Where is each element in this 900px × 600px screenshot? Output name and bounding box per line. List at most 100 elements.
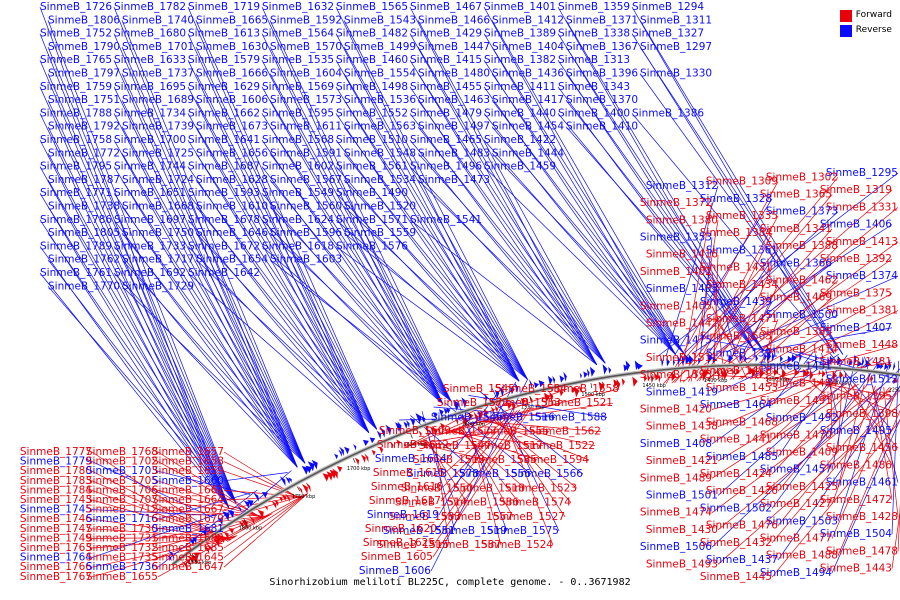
reverse-feature — [376, 430, 381, 440]
gene-label-forward: SinmeB_1413 — [826, 236, 898, 248]
gene-label-reverse: SinmeB_1619 — [367, 509, 439, 521]
forward-feature — [749, 368, 754, 375]
gene-label-reverse: SinmeB_1629 — [188, 81, 260, 93]
reverse-feature — [167, 550, 175, 559]
leader-line — [121, 206, 306, 464]
leader-line — [434, 407, 529, 544]
reverse-feature — [602, 364, 608, 375]
gene-label-forward: SinmeB_1731 — [86, 532, 158, 544]
leader-line — [711, 353, 839, 445]
leader-line — [47, 153, 237, 504]
gene-label-reverse: SinmeB_1400 — [558, 107, 630, 119]
reverse-feature — [589, 366, 596, 377]
reverse-feature — [499, 386, 504, 397]
reverse-feature — [191, 537, 197, 544]
leader-line — [157, 514, 270, 539]
leader-line — [223, 493, 308, 568]
gene-label-reverse: SinmeB_1497 — [418, 121, 490, 133]
leader-line — [223, 472, 288, 482]
gene-label-forward: SinmeB_1584 — [495, 383, 567, 395]
leader-line — [690, 220, 719, 382]
forward-feature — [203, 545, 210, 554]
leader-line — [269, 232, 452, 402]
leader-line — [335, 219, 520, 382]
gene-label-reverse: SinmeB_1591 — [270, 147, 342, 159]
reverse-feature — [201, 530, 207, 537]
reverse-feature — [744, 355, 747, 363]
gene-label-forward: SinmeB_1682 — [152, 532, 224, 544]
leader-line — [717, 403, 900, 565]
gene-label-reverse: SinmeB_1295 — [826, 167, 898, 179]
reverse-feature — [217, 517, 223, 526]
gene-label-reverse: SinmeB_1483 — [418, 147, 490, 159]
leader-line — [491, 99, 685, 355]
forward-feature — [206, 543, 213, 553]
gene-label-forward: SinmeB_1768 — [86, 446, 158, 458]
leader-line — [195, 206, 377, 430]
forward-feature — [455, 417, 459, 425]
leader-line — [688, 215, 779, 382]
gene-label-forward: SinmeB_1434 — [706, 279, 778, 291]
forward-feature — [643, 375, 648, 382]
gene-label-reverse: SinmeB_1726 — [40, 1, 112, 13]
legend-reverse: Reverse — [839, 23, 892, 38]
forward-feature — [282, 495, 287, 501]
gene-label-reverse: SinmeB_1630 — [196, 41, 268, 53]
gene-label-reverse: SinmeB_1520 — [344, 201, 416, 213]
gene-label-reverse: SinmeB_1717 — [122, 254, 194, 266]
gene-label-forward: SinmeB_1664 — [152, 494, 224, 506]
gene-label-reverse: SinmeB_1729 — [122, 280, 194, 292]
gene-label-reverse: SinmeB_1697 — [114, 214, 186, 226]
leader-line — [717, 263, 833, 353]
gene-label-reverse: SinmeB_1695 — [114, 81, 186, 93]
forward-feature — [721, 368, 724, 379]
gene-label-forward: SinmeB_1478 — [826, 545, 898, 557]
gene-label-reverse: SinmeB_1761 — [40, 267, 112, 279]
forward-feature — [839, 371, 844, 379]
genome-backbone — [171, 362, 900, 566]
tick-label: 1300 kbp — [827, 380, 851, 386]
reverse-feature — [538, 380, 545, 388]
reverse-feature — [583, 371, 588, 378]
leader-line — [665, 185, 719, 356]
gene-label-reverse: SinmeB_1604 — [270, 68, 342, 80]
reverse-feature — [677, 354, 681, 366]
feature-arrows — [167, 350, 898, 570]
reverse-feature — [685, 354, 691, 365]
reverse-feature — [369, 437, 376, 444]
forward-feature — [671, 372, 677, 382]
reverse-feature — [865, 359, 871, 368]
forward-feature — [736, 368, 741, 375]
gene-label-forward: SinmeB_1616 — [371, 481, 443, 493]
gene-label-forward: SinmeB_1605 — [361, 551, 433, 563]
leader-line — [462, 426, 514, 517]
leader-line — [417, 179, 606, 364]
gene-label-forward: SinmeB_1416 — [646, 249, 718, 261]
gene-label-reverse: SinmeB_1498 — [336, 81, 408, 93]
reverse-feature — [406, 420, 410, 428]
leader-line — [417, 99, 606, 364]
forward-feature — [490, 406, 495, 414]
forward-feature — [477, 410, 483, 421]
gene-label-reverse: SinmeB_1692 — [114, 267, 186, 279]
forward-feature — [578, 385, 582, 393]
gene-label-forward: SinmeB_1766 — [20, 561, 92, 573]
gene-label-forward: SinmeB_1418 — [700, 365, 772, 377]
leader-line — [195, 179, 377, 430]
reverse-feature — [227, 509, 235, 518]
forward-feature — [695, 370, 698, 380]
gene-label-reverse: SinmeB_1561 — [336, 161, 408, 173]
gene-label-forward: SinmeB_1381 — [826, 305, 898, 317]
leader-line — [343, 20, 528, 380]
leader-line — [47, 46, 237, 504]
gene-label-reverse: SinmeB_1613 — [188, 28, 260, 40]
forward-feature — [181, 561, 189, 570]
gene-label-reverse: SinmeB_1719 — [188, 1, 260, 13]
leader-line — [121, 73, 306, 464]
gene-label-reverse: SinmeB_1386 — [632, 107, 704, 119]
gene-label-reverse: SinmeB_1797 — [48, 68, 120, 80]
gene-label-reverse: SinmeB_1575 — [487, 525, 559, 537]
leader-line — [39, 86, 230, 508]
tick-label: 1750 kbp — [292, 494, 316, 500]
